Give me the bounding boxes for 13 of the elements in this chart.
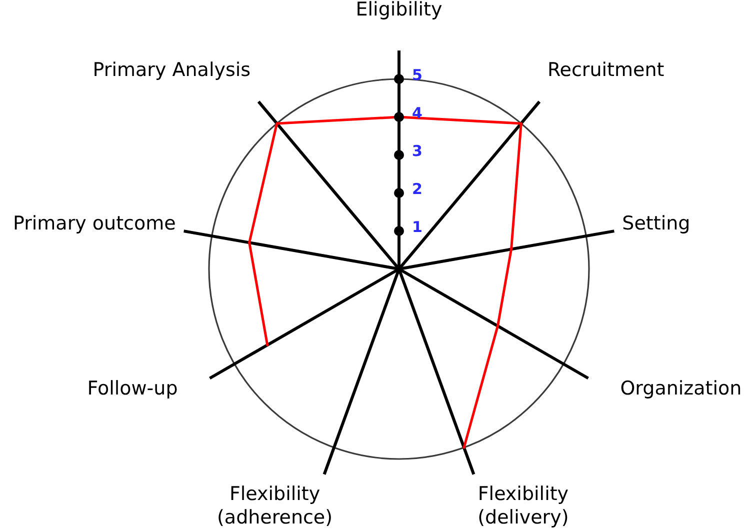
- spoke-label: Recruitment: [547, 59, 664, 82]
- spoke-label: Organization: [620, 377, 742, 400]
- spoke-label: Eligibility: [356, 0, 442, 21]
- y-tick-label: 3: [412, 142, 422, 160]
- spoke-label: Primary outcome: [12, 212, 176, 234]
- y-tick-label: 2: [412, 180, 422, 198]
- spoke-label: Primary Analysis: [92, 59, 251, 82]
- y-tick-label: 5: [412, 66, 422, 84]
- spoke-label: Flexibility (adherence): [217, 483, 333, 529]
- spoke-label: Setting: [622, 212, 690, 234]
- spoke-label: Follow-up: [87, 377, 178, 400]
- spoke-label: Flexibility (delivery): [478, 483, 569, 529]
- y-tick-label: 1: [412, 218, 422, 236]
